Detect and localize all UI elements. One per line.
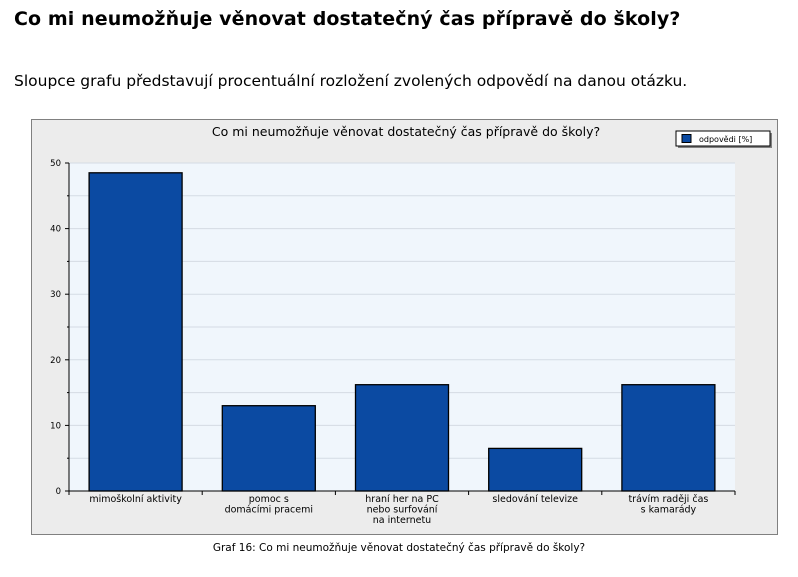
chart-title: Co mi neumožňuje věnovat dostatečný čas …: [212, 124, 600, 139]
legend-label: odpovědi [%]: [699, 135, 752, 144]
legend: odpovědi [%]: [675, 130, 772, 148]
bar: [354, 384, 450, 492]
bar: [488, 447, 583, 492]
legend-box: [675, 130, 771, 147]
x-tick-label-line: mimoškolní aktivity: [89, 494, 182, 505]
y-tick-label: 0: [56, 487, 61, 497]
bar-chart: Co mi neumožňuje věnovat dostatečný čas …: [50, 124, 772, 526]
y-tick-label: 10: [50, 421, 61, 431]
bar: [621, 384, 716, 492]
x-tick-label: sledování televize: [492, 494, 578, 505]
bars: [88, 172, 716, 492]
x-tick-label-line: sledování televize: [492, 494, 578, 505]
x-tick-label-line: hraní her na PC: [365, 494, 439, 505]
x-tick-label-line: pomoc s: [249, 494, 289, 505]
y-tick-label: 40: [50, 225, 61, 235]
bar: [221, 405, 316, 492]
bar: [88, 172, 183, 492]
axes: [65, 162, 736, 495]
y-tick-label: 20: [50, 356, 61, 366]
x-tick-label: trávím raději čas s kamarády: [628, 494, 708, 516]
x-tick-label: pomoc s domácími pracemi: [225, 494, 313, 516]
x-tick-label-line: s kamarády: [641, 505, 697, 516]
y-tick-label: 30: [50, 290, 61, 300]
x-tick-label: mimoškolní aktivity: [89, 494, 182, 505]
figure-caption: Graf 16: Co mi neumožňuje věnovat dostat…: [212, 542, 586, 554]
page-title: Co mi neumožňuje věnovat dostatečný čas …: [14, 8, 681, 30]
x-tick-label-line: nebo surfování: [367, 505, 438, 516]
chart-frame: Co mi neumožňuje věnovat dostatečný čas …: [31, 119, 778, 535]
y-tick-label: 50: [50, 159, 61, 169]
x-tick-label-line: trávím raději čas: [628, 494, 708, 505]
y-tick-labels: 0 10 20 30 40 50: [50, 159, 61, 497]
intro-text: Sloupce grafu představují procentuální r…: [14, 72, 688, 90]
legend-swatch: [681, 134, 692, 143]
x-tick-label: hraní her na PC nebo surfování na internet…: [365, 494, 439, 526]
x-tick-labels: mimoškolní aktivity pomoc s domácími prace…: [89, 494, 708, 526]
x-tick-label-line: na internetu: [373, 515, 431, 526]
x-tick-label-line: domácími pracemi: [225, 505, 313, 516]
